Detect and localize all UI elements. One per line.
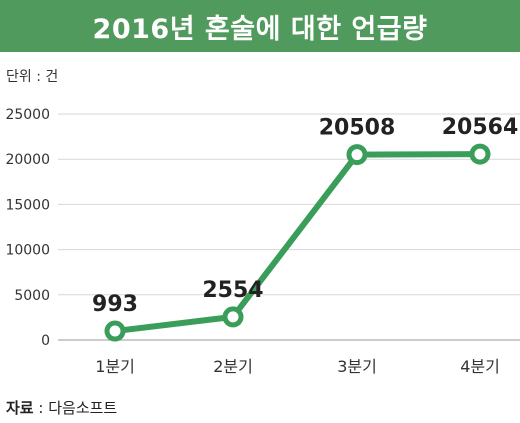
x-tick-label: 2분기 xyxy=(213,357,253,376)
source-value: 다음소프트 xyxy=(48,399,118,417)
x-axis-ticks: 1분기 2분기 3분기 4분기 xyxy=(95,357,500,376)
y-tick-label: 5000 xyxy=(14,288,50,304)
data-label: 20564 xyxy=(442,115,519,140)
data-point xyxy=(104,320,126,342)
y-tick-label: 20000 xyxy=(5,152,50,168)
data-point xyxy=(222,306,244,328)
source-note: 자료 : 다음소프트 xyxy=(6,397,117,418)
chart-title: 2016년 혼술에 대한 언급량 xyxy=(0,0,520,52)
data-label: 2554 xyxy=(202,278,263,303)
x-tick-label: 3분기 xyxy=(337,357,377,376)
data-label: 993 xyxy=(92,292,138,317)
y-axis-ticks: 0 5000 10000 15000 20000 25000 xyxy=(5,107,50,349)
x-tick-label: 4분기 xyxy=(460,357,500,376)
series-line xyxy=(112,151,483,335)
unit-label: 단위 : 건 xyxy=(6,69,59,85)
data-point xyxy=(469,143,491,165)
y-tick-label: 15000 xyxy=(5,197,50,213)
data-point xyxy=(346,144,368,166)
data-label: 20508 xyxy=(319,116,396,141)
x-tick-label: 1분기 xyxy=(95,357,135,376)
data-points xyxy=(104,143,491,342)
source-separator: : xyxy=(38,399,44,417)
source-label: 자료 xyxy=(6,399,34,417)
y-tick-label: 25000 xyxy=(5,107,50,123)
y-tick-label: 10000 xyxy=(5,243,50,259)
y-tick-label: 0 xyxy=(41,333,50,349)
gridlines xyxy=(58,113,520,341)
data-labels: 993 2554 20508 20564 xyxy=(92,115,518,317)
